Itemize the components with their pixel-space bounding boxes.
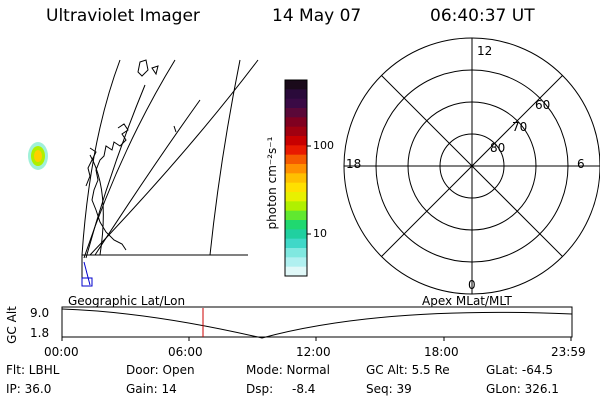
polar-grid <box>343 37 600 295</box>
colorbar-cell <box>285 136 307 146</box>
polar-label-0: 0 <box>468 278 476 292</box>
timeline-ytick-low: 1.8 <box>30 326 50 340</box>
colorbar-cell <box>285 248 307 258</box>
polar-lat-70: 70 <box>512 120 528 134</box>
info-door: Door: Open <box>126 363 195 377</box>
info-mode: Mode: Normal <box>246 363 330 377</box>
app-title: Ultraviolet Imager <box>46 6 200 26</box>
date-label: 14 May 07 <box>272 6 362 26</box>
colorbar-cell <box>285 238 307 249</box>
timeline-left-label: Geographic Lat/Lon <box>68 294 186 308</box>
polar-label-12: 12 <box>477 44 493 58</box>
colorbar-cell <box>285 220 307 230</box>
timeline-right-label: Apex MLat/MLT <box>422 294 512 308</box>
altitude-curve <box>61 308 573 339</box>
timeline-ytick-high: 9.0 <box>30 306 50 320</box>
xtick-0000: 00:00 <box>44 345 79 359</box>
polar-lat-60: 60 <box>535 98 551 112</box>
xtick-0600: 06:00 <box>168 345 203 359</box>
colorbar-cell <box>285 117 307 128</box>
info-flt: Flt: LBHL <box>6 363 60 377</box>
info-glon: GLon: 326.1 <box>486 382 559 396</box>
xtick-1200: 12:00 <box>296 345 331 359</box>
colorbar-cell <box>285 89 307 100</box>
colorbar-cell <box>285 164 307 174</box>
colorbar-cell <box>285 126 307 137</box>
colorbar-cell <box>285 201 307 212</box>
colorbar-gradient <box>285 80 307 277</box>
info-ip: IP: 36.0 <box>6 382 52 396</box>
colorbar-label-10: 10 <box>313 227 327 240</box>
info-gain: Gain: 14 <box>126 382 177 396</box>
polar-label-6: 6 <box>577 157 585 171</box>
map-grid-lines <box>81 59 259 285</box>
colorbar-cell <box>285 80 307 90</box>
timeline-xticks <box>61 337 572 341</box>
info-gc-alt: GC Alt: 5.5 Re <box>366 363 450 377</box>
satellite-marker <box>81 277 93 287</box>
satellite-track <box>83 261 91 286</box>
info-glat: GLat: -64.5 <box>486 363 553 377</box>
colorbar-label-100: 100 <box>313 139 334 152</box>
xtick-1800: 18:00 <box>424 345 459 359</box>
timeline-frame <box>61 306 573 338</box>
colorbar-cell <box>285 108 307 118</box>
colorbar-cell <box>285 229 307 240</box>
info-dsp-value: -8.4 <box>292 382 316 396</box>
xtick-2359: 23:59 <box>551 345 586 359</box>
info-seq: Seq: 39 <box>366 382 412 396</box>
colorbar-cell <box>285 145 307 156</box>
colorbar-cell <box>285 182 307 193</box>
colorbar-cell <box>285 154 307 165</box>
colorbar-cell <box>285 257 307 268</box>
colorbar-cell <box>285 173 307 184</box>
colorbar-cell <box>285 266 307 277</box>
coastline <box>85 59 177 251</box>
time-label: 06:40:37 UT <box>430 6 535 26</box>
polar-lat-80: 80 <box>490 141 506 155</box>
colorbar-frame <box>284 79 308 277</box>
info-dsp-label: Dsp: <box>246 382 274 396</box>
polar-label-18: 18 <box>346 157 362 171</box>
colorbar-cell <box>285 98 307 109</box>
colorbar-cell <box>285 210 307 221</box>
aurora-blob <box>28 142 48 170</box>
colorbar-cell <box>285 192 307 202</box>
